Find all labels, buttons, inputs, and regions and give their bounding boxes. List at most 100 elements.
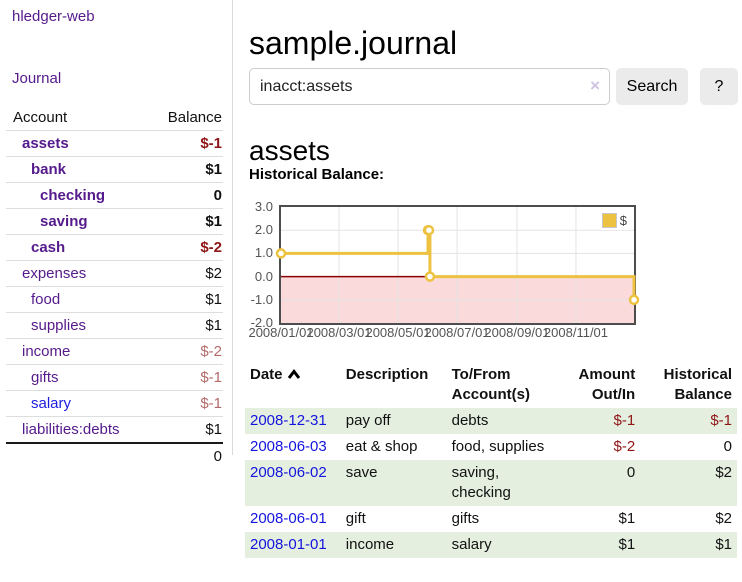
x-axis-tick-label: 2008/11/01 xyxy=(543,325,609,340)
account-balance: $1 xyxy=(205,291,222,308)
account-balance: 0 xyxy=(213,187,222,204)
register-row: 2008-06-03 eat & shop food, supplies $-2… xyxy=(245,434,737,460)
transaction-balance: $2 xyxy=(715,510,732,527)
register-row: 2008-01-01 income salary $1 $1 xyxy=(245,532,737,558)
transaction-accounts: debts xyxy=(451,412,489,429)
register-header-row: Date Description To/From Account(s) Amou… xyxy=(245,362,737,408)
register-table: Date Description To/From Account(s) Amou… xyxy=(245,362,737,558)
account-row-assets: assets $-1 xyxy=(6,130,223,156)
chart-series-svg xyxy=(275,207,640,323)
chart-legend: $ xyxy=(599,211,629,230)
sort-asc-icon xyxy=(287,366,301,386)
x-axis-tick-label: 2008/09/01 xyxy=(484,325,550,340)
transaction-accounts: salary xyxy=(451,536,492,553)
account-balance: $1 xyxy=(205,161,222,178)
account-balance: $-1 xyxy=(200,135,222,152)
account-row-gifts: gifts $-1 xyxy=(6,364,223,390)
transaction-date-link[interactable]: 2008-12-31 xyxy=(250,412,327,429)
transaction-date-link[interactable]: 2008-06-01 xyxy=(250,510,327,527)
nav-journal-link[interactable]: Journal xyxy=(12,70,62,87)
account-balance: $1 xyxy=(205,421,222,438)
register-row: 2008-06-02 save saving, checking 0 $2 xyxy=(245,460,737,506)
transaction-balance: $-1 xyxy=(710,412,732,429)
historical-balance-chart: $ 3.0 2.0 1.0 0.0 -1.0 -2.0 2008/01/01 2008/03… xyxy=(245,199,645,347)
transaction-date-link[interactable]: 2008-06-03 xyxy=(250,438,327,455)
x-axis-tick-label: 2008/01/01 xyxy=(248,325,314,340)
app-brand-link[interactable]: hledger-web xyxy=(12,8,95,25)
account-balance: $1 xyxy=(205,213,222,230)
transaction-amount: 0 xyxy=(626,464,636,481)
y-axis-tick-label: 1.0 xyxy=(254,245,273,261)
account-link-assets[interactable]: assets xyxy=(22,135,69,152)
transaction-accounts: saving, checking xyxy=(451,464,511,501)
legend-swatch-icon xyxy=(601,213,617,228)
search-input[interactable] xyxy=(249,68,610,105)
accounts-total-value: 0 xyxy=(213,447,222,465)
account-link-liabilities-debts[interactable]: liabilities:debts xyxy=(22,421,120,438)
account-balance: $-2 xyxy=(200,239,222,256)
account-link-cash[interactable]: cash xyxy=(31,239,66,256)
account-row-liabilities-debts: liabilities:debts $1 xyxy=(6,416,223,442)
legend-label: $ xyxy=(619,213,627,228)
register-header-date[interactable]: Date xyxy=(245,362,341,408)
transaction-date-link[interactable]: 2008-01-01 xyxy=(250,536,327,553)
help-button[interactable]: ? xyxy=(700,68,738,105)
clear-search-icon[interactable]: × xyxy=(590,76,600,95)
account-link-food[interactable]: food xyxy=(31,291,61,308)
account-row-food: food $1 xyxy=(6,286,223,312)
account-balance: $-2 xyxy=(200,343,222,360)
account-balance: $-1 xyxy=(200,369,222,386)
register-header-amount: Amount Out/In xyxy=(578,366,636,403)
y-axis-tick-label: 0.0 xyxy=(254,268,273,284)
account-link-saving[interactable]: saving xyxy=(40,213,88,230)
search-bar: × Search ? xyxy=(249,68,738,105)
account-link-checking[interactable]: checking xyxy=(40,187,106,204)
transaction-accounts: food, supplies xyxy=(451,438,545,455)
x-axis-tick-label: 2008/05/01 xyxy=(365,325,431,340)
transaction-amount: $-1 xyxy=(613,412,636,429)
transaction-description: gift xyxy=(345,510,366,527)
accounts-table-header: Account Balance xyxy=(6,105,223,130)
account-link-income[interactable]: income xyxy=(22,343,71,360)
accounts-table: Account Balance assets $-1 bank $1 check… xyxy=(6,105,223,468)
accounts-header-balance: Balance xyxy=(167,109,222,126)
transaction-amount: $1 xyxy=(618,536,636,553)
account-link-bank[interactable]: bank xyxy=(31,161,67,178)
page-title: sample.journal xyxy=(249,25,458,62)
account-link-gifts[interactable]: gifts xyxy=(31,369,59,386)
transaction-balance: 0 xyxy=(723,438,732,455)
transaction-amount: $-2 xyxy=(613,438,636,455)
accounts-header-account: Account xyxy=(13,109,68,126)
transaction-balance: $1 xyxy=(715,536,732,553)
search-button[interactable]: Search xyxy=(616,68,688,105)
y-axis-tick-label: -2.0 xyxy=(250,315,273,330)
account-row-supplies: supplies $1 xyxy=(6,312,223,338)
account-row-checking: checking 0 xyxy=(6,182,223,208)
register-header-description: Description xyxy=(345,366,429,383)
transaction-description: eat & shop xyxy=(345,438,418,455)
account-link-salary[interactable]: salary xyxy=(31,395,72,412)
historical-balance-label: Historical Balance: xyxy=(249,166,385,183)
transaction-balance: $2 xyxy=(715,464,732,481)
account-balance: $-1 xyxy=(200,395,222,412)
register-header-accounts: To/From Account(s) xyxy=(451,366,530,403)
transaction-description: income xyxy=(345,536,395,553)
account-balance: $1 xyxy=(205,317,222,334)
account-link-expenses[interactable]: expenses xyxy=(22,265,87,282)
account-row-expenses: expenses $2 xyxy=(6,260,223,286)
y-axis-tick-label: 2.0 xyxy=(254,222,273,238)
transaction-date-link[interactable]: 2008-06-02 xyxy=(250,464,327,481)
account-balance: $2 xyxy=(205,265,222,282)
account-row-income: income $-2 xyxy=(6,338,223,364)
account-heading: assets xyxy=(249,135,330,167)
account-row-cash: cash $-2 xyxy=(6,234,223,260)
register-row: 2008-12-31 pay off debts $-1 $-1 xyxy=(245,408,737,434)
transaction-description: save xyxy=(345,464,378,481)
chart-plot-area: $ xyxy=(275,205,640,325)
account-row-salary: salary $-1 xyxy=(6,390,223,416)
register-row: 2008-06-01 gift gifts $1 $2 xyxy=(245,506,737,532)
account-row-saving: saving $1 xyxy=(6,208,223,234)
account-link-supplies[interactable]: supplies xyxy=(31,317,87,334)
register-header-balance: Historical Balance xyxy=(663,366,732,403)
x-axis-tick-label: 2008/03/01 xyxy=(306,325,372,340)
